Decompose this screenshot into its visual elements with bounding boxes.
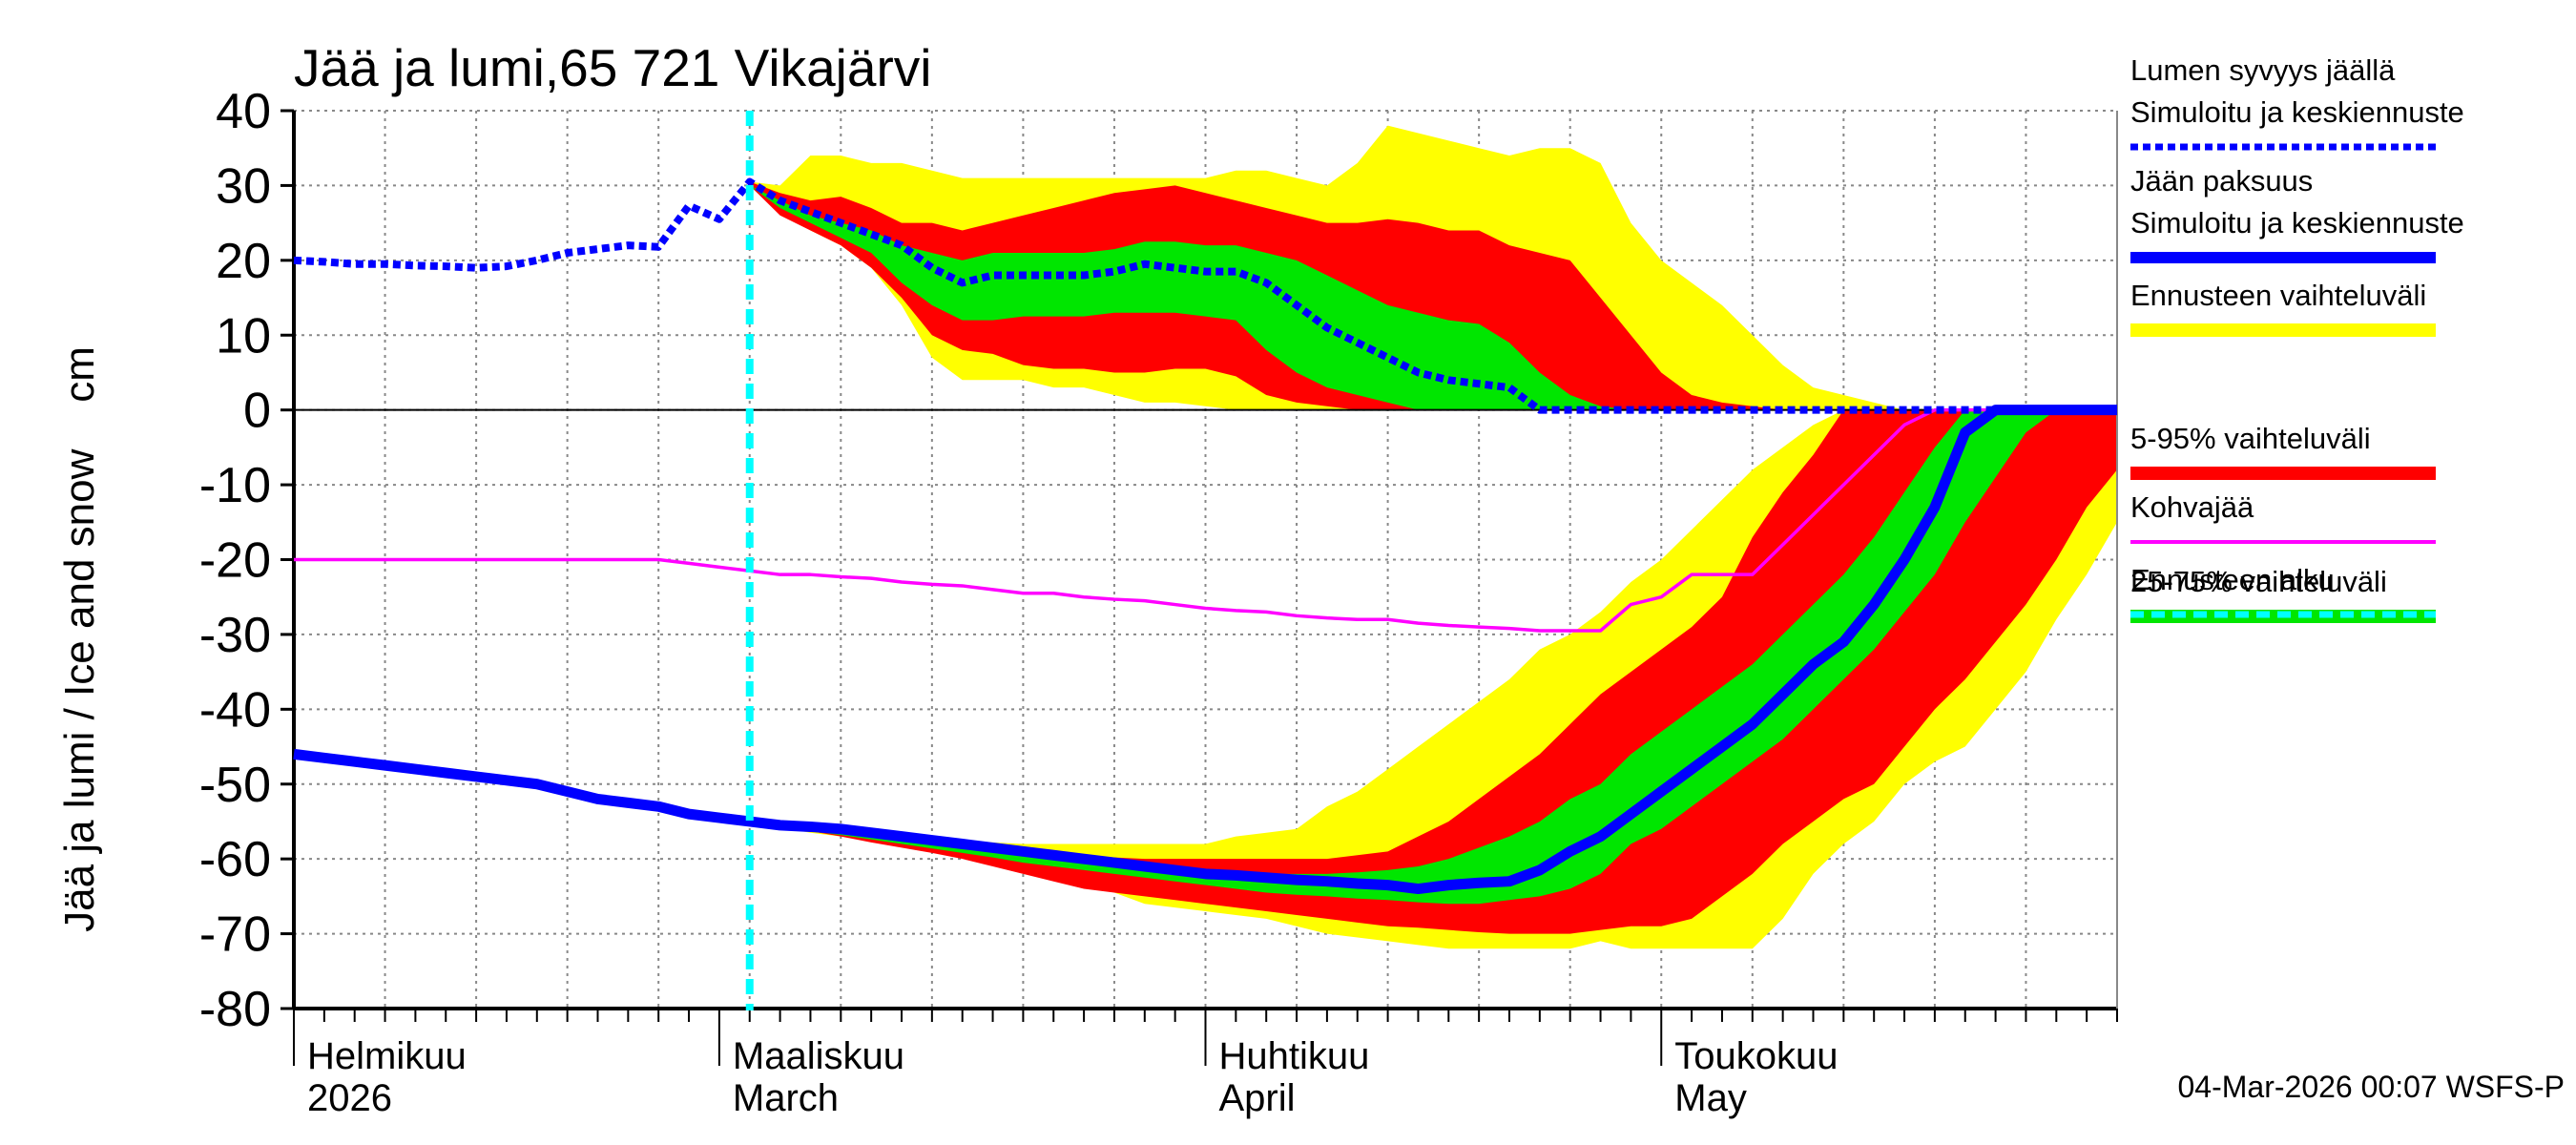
ice-band — [749, 409, 2117, 905]
kohva-line — [294, 407, 2117, 633]
legend-label: 5-95% vaihteluväli — [2130, 422, 2371, 455]
x-tick-label-2: April — [1219, 1077, 1296, 1119]
y-tick-label: -20 — [199, 533, 271, 589]
ice-line — [293, 405, 2117, 895]
y-tick-label: -10 — [199, 458, 271, 513]
y-tick-label: -30 — [199, 608, 271, 663]
x-tick-label: Helmikuu — [307, 1035, 467, 1077]
y-tick-label: 0 — [243, 384, 271, 439]
y-tick-label: 20 — [216, 234, 271, 289]
y-tick-label: -80 — [199, 982, 271, 1037]
snow-line — [293, 177, 2117, 414]
chart-title: Jää ja lumi,65 721 Vikajärvi — [294, 38, 932, 97]
y-tick-label: 30 — [216, 158, 271, 214]
legend-label: 25-75% vaihteluväli — [2130, 565, 2387, 598]
plot-area: -80 -70 -60 -50 -40 -30 -20 -10 0 10 20 30 40 Helmiku… — [199, 84, 2118, 1119]
y-tick-label: -40 — [199, 682, 271, 738]
y-axis-label: Jää ja lumi / Ice and snow cm — [56, 346, 103, 932]
y-tick-label: 40 — [216, 84, 271, 139]
x-tick-label: Maaliskuu — [733, 1035, 904, 1077]
x-tick-label: Toukokuu — [1674, 1035, 1838, 1077]
legend-label: Lumen syvyys jäällä — [2130, 53, 2396, 87]
legend-label: Kohvajää — [2130, 490, 2254, 524]
legend-label: Ennusteen vaihteluväli — [2130, 279, 2426, 312]
footer: 04-Mar-2026 00:07 WSFS-P — [2178, 1070, 2566, 1104]
ice-band — [749, 409, 2117, 934]
x-tick-label: Huhtikuu — [1219, 1035, 1370, 1077]
x-tick-label-2: May — [1674, 1077, 1747, 1119]
legend: Lumen syvyys jäällä Simuloitu ja keskienn… — [2130, 53, 2464, 623]
legend-label: Simuloitu ja keskiennuste — [2130, 206, 2464, 239]
legend-label: Ennusteen alku — [2130, 563, 2335, 596]
x-tick-label-2: 2026 — [307, 1077, 392, 1119]
y-tick-label: 10 — [216, 308, 271, 364]
snow-band — [749, 185, 2117, 410]
y-tick-label: -70 — [199, 907, 271, 963]
x-tick-label-2: March — [733, 1077, 839, 1119]
y-tick-label: -60 — [199, 832, 271, 887]
y-tick-label: -50 — [199, 758, 271, 813]
snow-band — [749, 181, 2117, 410]
legend-label: Simuloitu ja keskiennuste — [2130, 95, 2464, 129]
legend-label: Jään paksuus — [2130, 164, 2313, 198]
